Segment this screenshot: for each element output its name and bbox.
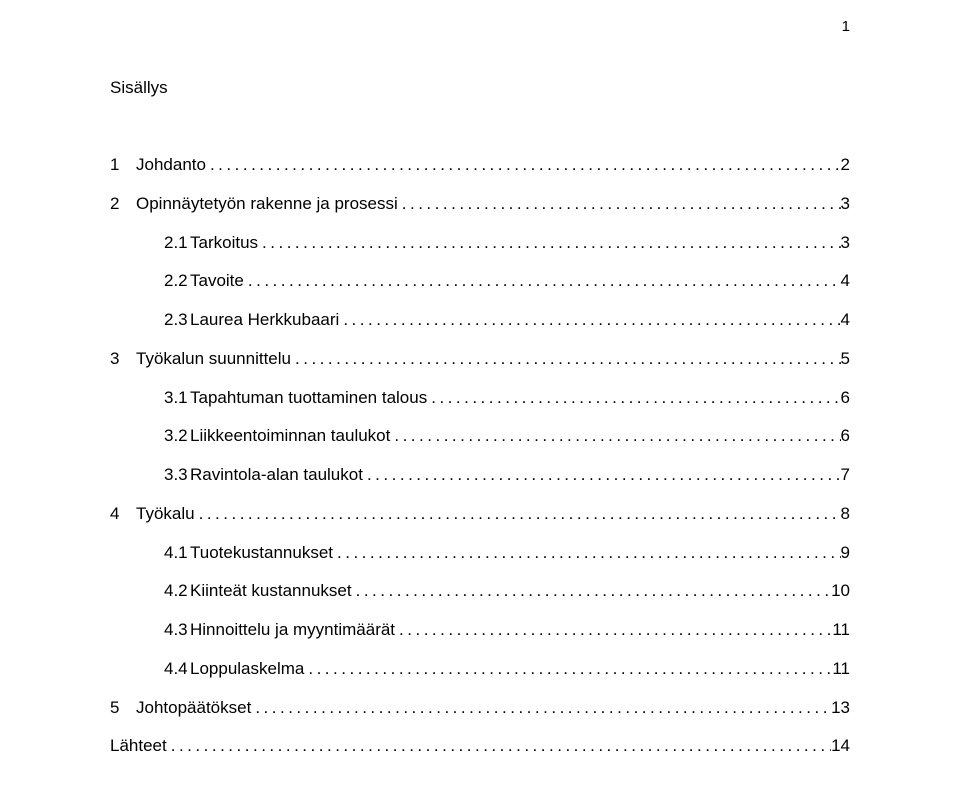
toc-entry: 2 Opinnäytetyön rakenne ja prosessi ....… (110, 185, 850, 224)
toc-entry-number: 2.1 (164, 224, 190, 263)
toc-dot-leader: ........................................… (291, 340, 841, 379)
toc-entry-page: 13 (831, 689, 850, 728)
toc-dot-leader: ........................................… (363, 456, 841, 495)
page-number: 1 (842, 18, 850, 35)
toc-entry-page: 11 (832, 611, 850, 650)
toc-dot-leader: ........................................… (258, 224, 841, 263)
toc-entry-title: Lähteet (110, 727, 167, 766)
toc-entry-title: Johdanto (136, 146, 206, 185)
toc-entry-page: 3 (841, 185, 850, 224)
toc-entry: 3.2 Liikkeentoiminnan taulukot .........… (110, 417, 850, 456)
toc-entry-page: 4 (841, 262, 850, 301)
toc-entry-page: 5 (841, 340, 850, 379)
toc-entry-number: 4.2 (164, 572, 190, 611)
toc-entry-number: 4.3 (164, 611, 190, 650)
toc-entry-number: 1 (110, 146, 136, 185)
toc-dot-leader: ........................................… (352, 572, 831, 611)
toc-dot-leader: ........................................… (390, 417, 840, 456)
toc-entry-number: 3.1 (164, 379, 190, 418)
toc-entry-number: 4 (110, 495, 136, 534)
toc-entry-number: 2 (110, 185, 136, 224)
toc-entry-title: Tapahtuman tuottaminen talous (190, 379, 427, 418)
toc-entry-page: 6 (841, 379, 850, 418)
toc-list: 1 Johdanto .............................… (110, 146, 850, 766)
toc-entry-title: Opinnäytetyön rakenne ja prosessi (136, 185, 398, 224)
toc-dot-leader: ........................................… (427, 379, 840, 418)
toc-entry: 4.2 Kiinteät kustannukset ..............… (110, 572, 850, 611)
toc-entry-number: 4.4 (164, 650, 190, 689)
toc-entry-title: Liikkeentoiminnan taulukot (190, 417, 390, 456)
toc-entry-title: Ravintola-alan taulukot (190, 456, 363, 495)
toc-entry-number: 2.3 (164, 301, 190, 340)
toc-entry: 2.2 Tavoite ............................… (110, 262, 850, 301)
toc-entry-title: Tavoite (190, 262, 244, 301)
document-page: 1 Sisällys 1 Johdanto ..................… (0, 0, 960, 766)
toc-entry-page: 6 (841, 417, 850, 456)
toc-entry-page: 4 (841, 301, 850, 340)
toc-entry: 5 Johtopäätökset .......................… (110, 689, 850, 728)
toc-dot-leader: ........................................… (251, 689, 831, 728)
toc-dot-leader: ........................................… (195, 495, 841, 534)
toc-title: Sisällys (110, 78, 850, 98)
toc-dot-leader: ........................................… (304, 650, 832, 689)
toc-entry-page: 7 (841, 456, 850, 495)
toc-entry-page: 3 (841, 224, 850, 263)
toc-entry-title: Johtopäätökset (136, 689, 251, 728)
toc-entry-page: 9 (841, 534, 850, 573)
toc-entry: 3 Työkalun suunnittelu .................… (110, 340, 850, 379)
toc-dot-leader: ........................................… (167, 727, 831, 766)
toc-entry-title: Hinnoittelu ja myyntimäärät (190, 611, 395, 650)
toc-entry-title: Työkalu (136, 495, 195, 534)
toc-entry: 3.1 Tapahtuman tuottaminen talous ......… (110, 379, 850, 418)
toc-entry-title: Työkalun suunnittelu (136, 340, 291, 379)
toc-entry-title: Loppulaskelma (190, 650, 304, 689)
toc-entry: 2.1 Tarkoitus ..........................… (110, 224, 850, 263)
toc-dot-leader: ........................................… (244, 262, 841, 301)
toc-entry-page: 11 (832, 650, 850, 689)
toc-entry-number: 3 (110, 340, 136, 379)
toc-dot-leader: ........................................… (398, 185, 841, 224)
toc-entry-number: 5 (110, 689, 136, 728)
toc-dot-leader: ........................................… (395, 611, 832, 650)
toc-entry-page: 2 (841, 146, 850, 185)
toc-entry-number: 3.2 (164, 417, 190, 456)
toc-dot-leader: ........................................… (206, 146, 841, 185)
toc-entry-title: Tuotekustannukset (190, 534, 333, 573)
toc-entry-number: 3.3 (164, 456, 190, 495)
toc-entry: 4.3 Hinnoittelu ja myyntimäärät ........… (110, 611, 850, 650)
toc-entry-title: Kiinteät kustannukset (190, 572, 352, 611)
toc-entry: 4.4 Loppulaskelma ......................… (110, 650, 850, 689)
toc-entry: 3.3 Ravintola-alan taulukot ............… (110, 456, 850, 495)
toc-entry-page: 10 (831, 572, 850, 611)
toc-dot-leader: ........................................… (339, 301, 840, 340)
toc-entry-title: Tarkoitus (190, 224, 258, 263)
toc-entry: 1 Johdanto .............................… (110, 146, 850, 185)
toc-entry: 2.3 Laurea Herkkubaari .................… (110, 301, 850, 340)
toc-entry: 4.1 Tuotekustannukset ..................… (110, 534, 850, 573)
toc-entry-page: 14 (831, 727, 850, 766)
toc-entry: 4 Työkalu ..............................… (110, 495, 850, 534)
toc-entry: Lähteet ................................… (110, 727, 850, 766)
toc-dot-leader: ........................................… (333, 534, 841, 573)
toc-entry-number: 4.1 (164, 534, 190, 573)
toc-entry-number: 2.2 (164, 262, 190, 301)
toc-entry-title: Laurea Herkkubaari (190, 301, 339, 340)
toc-entry-page: 8 (841, 495, 850, 534)
